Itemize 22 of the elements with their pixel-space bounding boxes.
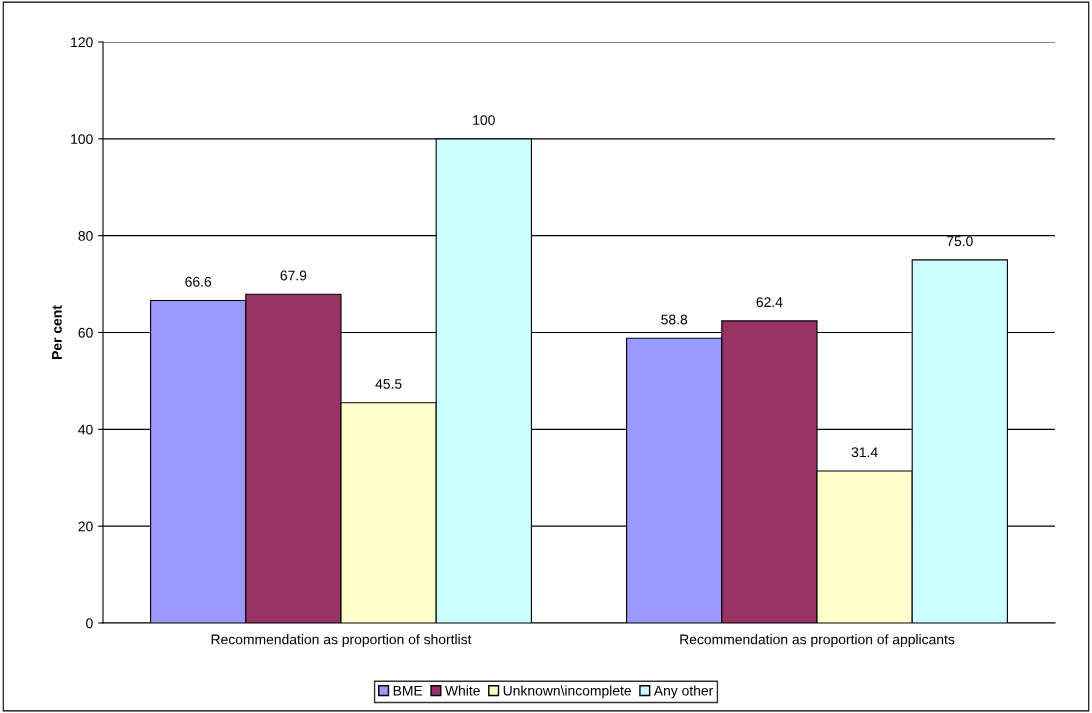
data-label: 67.9	[280, 270, 307, 281]
legend-label: White	[445, 685, 480, 696]
data-label: 31.4	[851, 447, 878, 458]
data-label: 58.8	[661, 314, 688, 325]
data-label: 62.4	[756, 297, 783, 308]
y-tick-label: 40	[78, 424, 93, 435]
data-label: 66.6	[185, 276, 212, 287]
y-tick-label: 0	[86, 618, 93, 629]
legend-label: BME	[393, 685, 423, 696]
data-label: 100	[473, 115, 495, 125]
legend-label: Any other	[653, 685, 714, 699]
y-tick-label: 60	[78, 327, 93, 338]
legend-label: Unknown\incomplete	[503, 685, 631, 699]
x-tick-label: Recommendation as proportion of shortlist	[211, 634, 472, 648]
x-tick-label: Recommendation as proportion of applicants	[680, 634, 955, 648]
data-label: 75.0	[947, 236, 973, 247]
y-tick-label: 120	[71, 37, 93, 48]
y-tick-label: 20	[78, 521, 93, 532]
data-label: 45.5	[375, 379, 402, 389]
y-tick-label: 80	[78, 231, 93, 241]
y-tick-label: 100	[71, 134, 93, 144]
y-axis-title: Per cent	[52, 305, 62, 359]
